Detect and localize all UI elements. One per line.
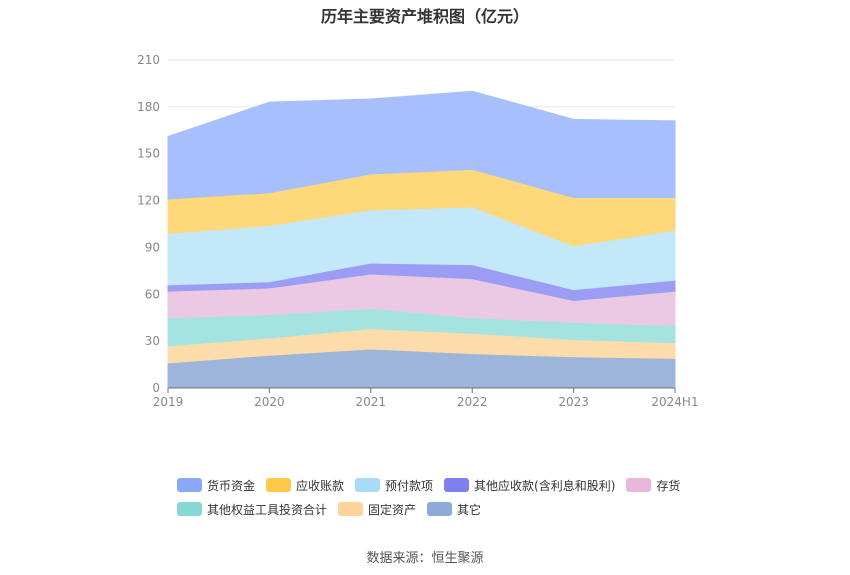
area-series	[167, 90, 676, 200]
y-tick-label: 90	[145, 240, 160, 254]
y-tick-label: 0	[152, 381, 160, 395]
legend-swatch	[177, 478, 202, 492]
chart-legend: 货币资金 应收账款 预付款项 其他应收款(含利息和股利) 存货其他权益工具投资合计 固定资…	[177, 473, 697, 521]
legend-label: 货币资金	[207, 478, 256, 493]
legend-label: 其他应收款(含利息和股利)	[474, 478, 616, 493]
legend-swatch	[355, 478, 381, 492]
legend-item[interactable]: 固定资产	[338, 497, 416, 521]
legend-swatch	[177, 502, 202, 516]
legend-label: 存货	[656, 478, 681, 493]
y-tick-label: 180	[137, 100, 160, 114]
y-tick-label: 210	[137, 53, 160, 67]
x-tick-label: 2019	[153, 395, 184, 409]
legend-swatch	[626, 478, 652, 492]
legend-item[interactable]: 应收账款	[266, 473, 344, 497]
legend-swatch	[427, 502, 453, 516]
legend-swatch	[266, 478, 292, 492]
x-tick-label: 2022	[457, 395, 488, 409]
legend-item[interactable]: 预付款项	[355, 473, 433, 497]
legend-item[interactable]: 其他应收款(含利息和股利)	[444, 473, 615, 497]
data-source-note: 数据来源：恒生聚源	[366, 551, 484, 566]
stacked-area-chart: 0 30 60 90 120 150 180 210 2019 2020 2021 2022 2023 2…	[137, 53, 699, 409]
legend-label: 预付款项	[385, 478, 434, 493]
legend-label: 应收账款	[296, 478, 345, 493]
legend-item[interactable]: 货币资金	[177, 473, 255, 497]
y-tick-label: 120	[137, 194, 160, 208]
x-tick-label: 2021	[356, 395, 387, 409]
y-tick-label: 150	[137, 147, 160, 161]
legend-item[interactable]: 存货	[626, 473, 680, 497]
x-tick-label: 2020	[254, 395, 285, 409]
y-tick-label: 60	[145, 287, 160, 301]
chart-title: 历年主要资产堆积图（亿元）	[320, 7, 529, 26]
legend-item[interactable]: 其它	[427, 497, 481, 521]
legend-label: 固定资产	[368, 502, 417, 517]
legend-swatch	[444, 478, 470, 492]
legend-label: 其他权益工具投资合计	[207, 502, 328, 517]
x-tick-label: 2023	[558, 395, 589, 409]
legend-label: 其它	[457, 502, 482, 517]
x-tick-label: 2024H1	[651, 395, 698, 409]
legend-item[interactable]: 其他权益工具投资合计	[177, 497, 327, 521]
y-tick-label: 30	[145, 334, 160, 348]
legend-swatch	[338, 502, 364, 516]
